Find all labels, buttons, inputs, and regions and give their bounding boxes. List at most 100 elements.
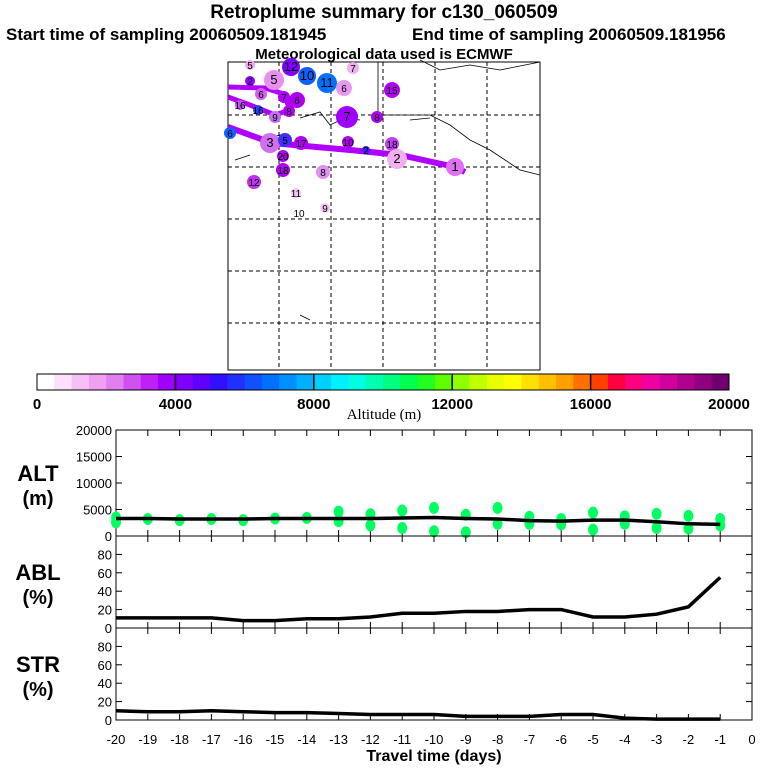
map-point-label: 10 <box>300 68 314 83</box>
altitude-scatter-point <box>365 519 376 532</box>
colorbar-tick-label: 8000 <box>297 396 330 413</box>
map-point: 17 <box>294 136 308 150</box>
x-tick-label: -13 <box>329 732 348 747</box>
colorbar-swatch <box>227 374 246 390</box>
map-point: 7 <box>336 106 358 128</box>
map-point: 9 <box>269 111 281 124</box>
map-point-marker <box>320 203 330 213</box>
map-point-label: 10 <box>342 138 354 149</box>
map-point: 2 <box>362 146 370 157</box>
x-tick-label: -8 <box>492 732 504 747</box>
x-tick-label: -14 <box>297 732 316 747</box>
map-point-marker <box>235 100 245 110</box>
colorbar-swatch <box>123 374 142 390</box>
y-tick-label: 20 <box>98 695 112 710</box>
y-tick-label: 40 <box>98 676 112 691</box>
map-point: 6 <box>255 88 267 101</box>
colorbar-swatch <box>88 374 107 390</box>
map-point-label: 20 <box>277 152 289 163</box>
colorbar-tick-label: 0 <box>33 396 41 413</box>
map-point-label: 16 <box>252 106 264 117</box>
y-tick-label: 15000 <box>76 450 112 465</box>
time-series-panels: 05000100001500020000ALT(m)020406080ABL(%… <box>15 423 755 747</box>
colorbar-swatch <box>279 374 297 390</box>
map-point: 6 <box>224 127 236 140</box>
map-point-marker <box>255 88 267 100</box>
colorbar-swatch <box>573 374 592 390</box>
map-point-label: 9 <box>322 204 328 215</box>
colorbar-swatch <box>434 374 453 390</box>
map-point-marker <box>446 158 464 176</box>
map-point-marker <box>347 62 359 74</box>
altitude-scatter-point <box>460 526 471 539</box>
met-data-note: Meteorological data used is ECMWF <box>255 46 513 63</box>
map-point-marker <box>316 165 330 179</box>
map-point-label: 6 <box>294 96 300 107</box>
altitude-scatter-point <box>397 522 408 535</box>
colorbar-swatch <box>71 374 90 390</box>
map-point-label: 7 <box>281 93 287 104</box>
map-point-marker <box>317 73 337 93</box>
map-point-label: 3 <box>266 135 273 150</box>
map-point-label: 10 <box>293 209 305 220</box>
x-tick-label: -10 <box>425 732 444 747</box>
map-point: 11 <box>291 188 302 200</box>
x-tick-label: -1 <box>714 732 726 747</box>
map-point-marker <box>385 137 399 151</box>
colorbar-swatch <box>625 374 643 390</box>
map-point-label: 6 <box>341 84 347 95</box>
map-point-label: 2 <box>393 151 400 166</box>
x-tick-label: -2 <box>683 732 695 747</box>
altitude-scatter-point <box>588 523 598 536</box>
colorbar-swatch <box>140 374 159 390</box>
map-point-marker <box>282 58 300 76</box>
map-point-label: 8 <box>374 113 380 124</box>
x-tick-label: -19 <box>138 732 157 747</box>
colorbar-swatch <box>452 374 470 390</box>
y-tick-label: 5000 <box>83 503 112 518</box>
panel-alt: 0 5000 10000 15000 20000 ALT(m) <box>17 423 753 544</box>
map-point: 18 <box>276 163 290 177</box>
x-tick-label: -7 <box>524 732 536 747</box>
map-point-marker <box>289 92 305 108</box>
panel-label: ABL <box>15 560 60 585</box>
map-point-marker <box>387 149 407 169</box>
colorbar-label: Altitude (m) <box>346 407 422 423</box>
colorbar-swatch <box>175 374 194 390</box>
colorbar-swatch <box>54 374 73 390</box>
x-tick-label: -11 <box>393 732 411 747</box>
colorbar-swatch <box>365 374 384 390</box>
series-line-abl <box>116 576 722 623</box>
map-point-label: 7 <box>350 64 356 75</box>
y-tick-label: 20000 <box>76 423 112 438</box>
colorbar-swatch <box>244 374 263 390</box>
x-tick-label: -4 <box>619 732 631 747</box>
map-point-marker <box>291 188 301 198</box>
altitude-scatter-point <box>651 522 662 535</box>
colorbar-tick-label: 12000 <box>431 396 473 413</box>
map-point: 5 <box>278 133 292 147</box>
colorbar-swatch <box>331 374 349 390</box>
y-tick-label: 0 <box>105 713 112 728</box>
map-point: 7 <box>347 62 359 75</box>
map-point-marker <box>253 105 263 115</box>
colorbar-swatch <box>400 374 419 390</box>
colorbar-swatch <box>711 374 730 390</box>
colorbar-swatch <box>659 374 678 390</box>
map-point-label: 2 <box>247 77 253 88</box>
map-point-label: 2 <box>363 146 369 157</box>
colorbar-swatch <box>348 374 367 390</box>
x-tick-label: -15 <box>266 732 285 747</box>
map-point-label: 9 <box>272 113 278 124</box>
map-point-marker <box>278 133 292 147</box>
y-tick-label: 80 <box>98 639 112 654</box>
y-tick-label: 40 <box>98 584 112 599</box>
map-point: 3 <box>260 133 280 153</box>
altitude-scatter-point <box>588 506 598 519</box>
colorbar-swatch <box>192 374 211 390</box>
x-tick-label: -12 <box>361 732 380 747</box>
start-time: Start time of sampling 20060509.181945 <box>6 25 327 44</box>
colorbar-swatch <box>677 374 695 390</box>
